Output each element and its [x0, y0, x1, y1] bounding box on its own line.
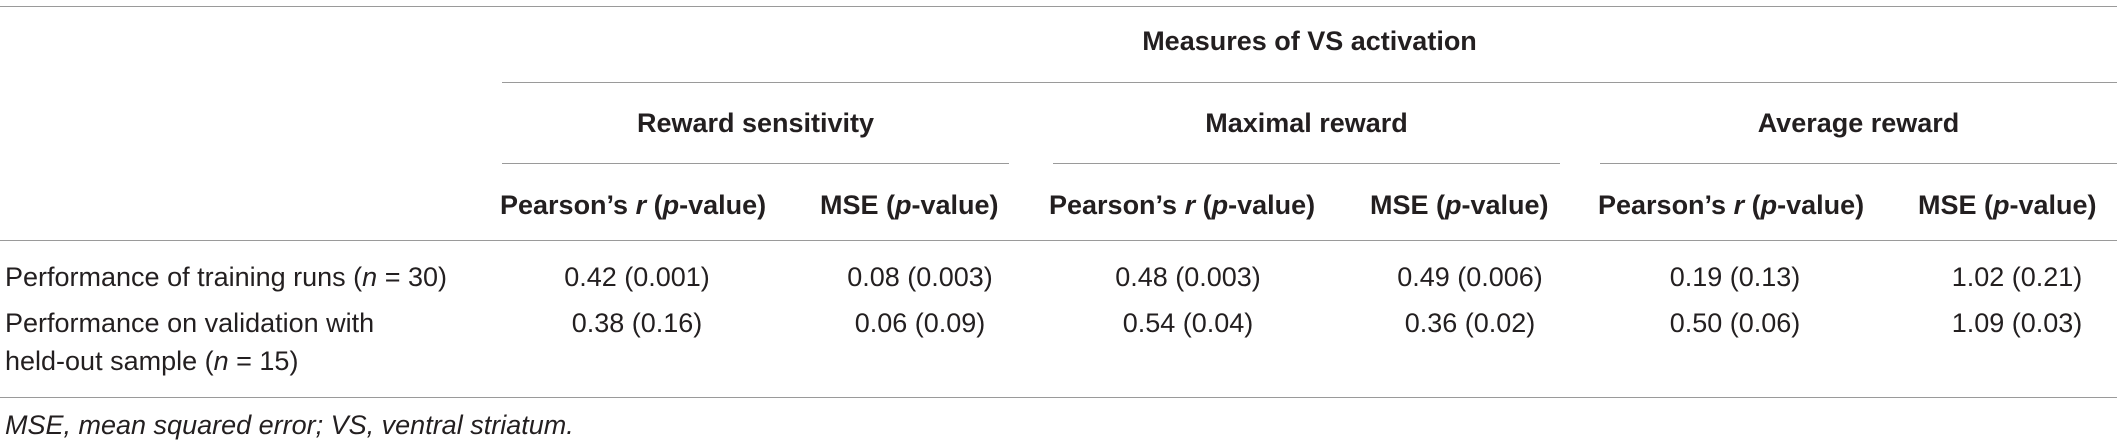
- col-header-mse-1: MSE (p-value): [820, 190, 999, 220]
- table-footnote: MSE, mean squared error; VS, ventral str…: [5, 410, 574, 440]
- table-cell: 1.09 (0.03): [1951, 308, 2083, 338]
- group-header-maximal-reward: Maximal reward: [1205, 108, 1408, 138]
- table-cell: 0.38 (0.16): [571, 308, 703, 338]
- table-cell: 0.08 (0.003): [847, 262, 993, 292]
- col-header-pearson-1: Pearson’s r (p-value): [500, 190, 767, 220]
- table-cell: 0.48 (0.003): [1115, 262, 1261, 292]
- row-label-training: Performance of training runs (n = 30): [5, 262, 447, 292]
- group-rule-reward-sensitivity: [502, 163, 1009, 164]
- spanner-header: Measures of VS activation: [1142, 26, 1477, 56]
- row-label-validation-line1: Performance on validation with: [5, 308, 375, 338]
- col-header-mse-3: MSE (p-value): [1918, 190, 2097, 220]
- table-cell: 1.02 (0.21): [1951, 262, 2083, 292]
- table-cell: 0.54 (0.04): [1122, 308, 1254, 338]
- top-rule: [0, 6, 2117, 7]
- table-bottom-rule: [0, 397, 2117, 398]
- header-bottom-rule: [0, 240, 2117, 241]
- table-cell: 0.19 (0.13): [1669, 262, 1801, 292]
- table-cell: 0.06 (0.09): [854, 308, 986, 338]
- table-cell: 0.42 (0.001): [564, 262, 710, 292]
- col-header-pearson-2: Pearson’s r (p-value): [1049, 190, 1316, 220]
- table-cell: 0.50 (0.06): [1669, 308, 1801, 338]
- table-cell: 0.36 (0.02): [1404, 308, 1536, 338]
- spanner-rule: [502, 82, 2117, 83]
- group-rule-maximal-reward: [1053, 163, 1560, 164]
- table-cell: 0.49 (0.006): [1397, 262, 1543, 292]
- group-header-average-reward: Average reward: [1757, 108, 1960, 138]
- col-header-pearson-3: Pearson’s r (p-value): [1598, 190, 1865, 220]
- group-rule-average-reward: [1600, 163, 2117, 164]
- col-header-mse-2: MSE (p-value): [1370, 190, 1549, 220]
- group-header-reward-sensitivity: Reward sensitivity: [636, 108, 875, 138]
- row-label-validation-line2: held-out sample (n = 15): [5, 346, 299, 376]
